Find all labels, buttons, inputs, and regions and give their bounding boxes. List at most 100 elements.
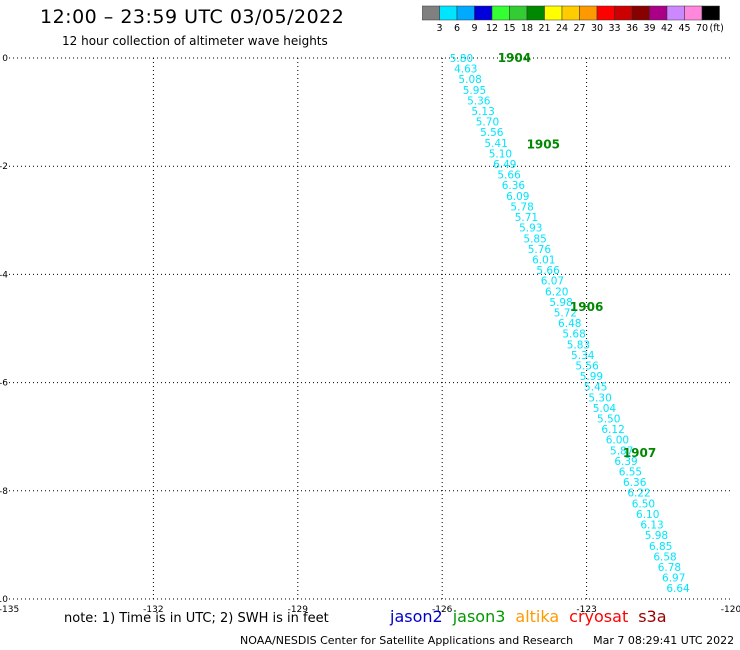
swh-value-label: 6.58 bbox=[653, 551, 676, 563]
x-tick-label: -126 bbox=[432, 605, 453, 615]
swh-value-label: 5.72 bbox=[554, 307, 577, 319]
colorbar-label: 18 bbox=[521, 23, 533, 34]
swh-value-label: 5.98 bbox=[645, 530, 668, 542]
swh-value-label: 6.55 bbox=[619, 467, 642, 479]
swh-value-label: 6.22 bbox=[627, 488, 650, 500]
swh-value-label: 5.76 bbox=[528, 244, 552, 256]
chart-title: 12:00 – 23:59 UTC 03/05/2022 bbox=[40, 6, 345, 28]
footer-org: NOAA/NESDIS Center for Satellite Applica… bbox=[240, 634, 574, 647]
swh-value-label: 5.08 bbox=[458, 74, 481, 86]
swh-value-label: 6.13 bbox=[640, 520, 663, 532]
footer-timestamp: Mar 7 08:29:41 UTC 2022 bbox=[593, 634, 735, 647]
swh-value-label: 6.85 bbox=[649, 541, 672, 553]
swh-value-label: 5.95 bbox=[463, 85, 486, 97]
colorbar-label: 33 bbox=[608, 23, 620, 34]
swh-value-label: 5.98 bbox=[549, 297, 572, 309]
swh-value-label: 5.10 bbox=[489, 148, 512, 160]
swh-value-label: 6.50 bbox=[632, 498, 655, 510]
swh-value-label: 5.50 bbox=[597, 414, 620, 426]
colorbar-label: 39 bbox=[643, 23, 655, 34]
swh-value-label: 5.83 bbox=[567, 339, 590, 351]
axis-tick-labels: -135 -132 -129 -126 -123 -120 0 -2 -4 -6 -8 -10 bbox=[0, 54, 740, 615]
colorbar-label: 3 bbox=[436, 23, 442, 34]
colorbar-swatch bbox=[701, 5, 720, 21]
swh-value-label: 5.66 bbox=[536, 265, 560, 277]
swh-value-label: 5.04 bbox=[593, 403, 617, 415]
swh-value-label: 5.30 bbox=[588, 392, 611, 404]
swh-labels: 5.804.635.085.955.365.135.705.565.415.10… bbox=[450, 53, 690, 595]
swh-value-label: 5.80 bbox=[450, 53, 473, 65]
colorbar-label: 70 bbox=[696, 23, 708, 34]
colorbar-label: 9 bbox=[471, 23, 477, 34]
swh-value-label: 6.10 bbox=[636, 509, 659, 521]
footer: NOAA/NESDIS Center for Satellite Applica… bbox=[240, 634, 734, 647]
y-tick-label: -4 bbox=[0, 270, 8, 280]
swh-value-label: 6.97 bbox=[662, 573, 685, 585]
swh-value-label: 6.39 bbox=[614, 456, 637, 468]
x-tick-label: -129 bbox=[288, 605, 309, 615]
swh-value-label: 5.13 bbox=[471, 106, 494, 118]
grid-lines bbox=[9, 57, 731, 600]
y-tick-label: -6 bbox=[0, 379, 8, 389]
swh-value-label: 5.87 bbox=[610, 445, 633, 457]
chart-subtitle: 12 hour collection of altimeter wave hei… bbox=[62, 34, 328, 48]
swh-value-label: 5.70 bbox=[476, 117, 499, 129]
colorbar-label: 24 bbox=[556, 23, 568, 34]
swh-value-label: 5.85 bbox=[523, 233, 546, 245]
x-tick-label: -135 bbox=[0, 605, 19, 615]
colorbar-label: 42 bbox=[661, 23, 673, 34]
colorbar-label: 6 bbox=[454, 23, 460, 34]
y-tick-label: -10 bbox=[0, 595, 8, 605]
colorbar-label: 30 bbox=[591, 23, 603, 34]
colorbar-label: 12 bbox=[486, 23, 498, 34]
swh-value-label: 6.01 bbox=[532, 254, 555, 266]
time-label: 1907 bbox=[623, 446, 656, 460]
swh-value-label: 5.99 bbox=[580, 371, 603, 383]
swh-value-label: 6.36 bbox=[502, 180, 526, 192]
time-label: 1906 bbox=[570, 300, 603, 314]
satellite-legend-jason2: jason2 bbox=[390, 607, 443, 626]
color-scale-legend: 3 6 9 12 15 18 21 24 27 30 33 36 39 42 45 70 (ft) bbox=[422, 5, 724, 34]
y-tick-label: 0 bbox=[2, 54, 8, 64]
swh-value-label: 6.49 bbox=[493, 159, 516, 171]
swh-value-label: 5.68 bbox=[562, 329, 585, 341]
swh-value-label: 5.34 bbox=[571, 350, 595, 362]
swh-value-label: 5.56 bbox=[575, 361, 599, 373]
satellite-legend-cryosat: cryosat bbox=[569, 607, 629, 626]
swh-value-label: 6.09 bbox=[506, 191, 529, 203]
swh-value-label: 5.78 bbox=[510, 201, 533, 213]
time-labels: 1904 1905 1906 1907 bbox=[498, 51, 657, 460]
x-tick-label: -132 bbox=[143, 605, 163, 615]
swh-value-label: 5.41 bbox=[484, 138, 507, 150]
satellite-legend-altika: altika bbox=[515, 607, 560, 626]
time-label: 1904 bbox=[498, 51, 531, 65]
satellite-legend-s3a: s3a bbox=[638, 607, 667, 626]
swh-value-label: 5.66 bbox=[497, 170, 521, 182]
swh-value-label: 6.48 bbox=[558, 318, 581, 330]
colorbar-label: 36 bbox=[626, 23, 638, 34]
swh-value-label: 6.00 bbox=[606, 435, 629, 447]
swh-value-label: 5.56 bbox=[480, 127, 504, 139]
colorbar-label: 21 bbox=[538, 23, 550, 34]
x-tick-label: -120 bbox=[721, 605, 740, 615]
colorbar-label: 15 bbox=[503, 23, 515, 34]
swh-value-label: 6.20 bbox=[545, 286, 568, 298]
satellite-legend-jason3: jason3 bbox=[452, 607, 506, 626]
y-tick-label: -8 bbox=[0, 487, 8, 497]
swh-value-label: 5.93 bbox=[519, 223, 542, 235]
swh-value-label: 4.63 bbox=[454, 64, 477, 76]
swh-value-label: 5.45 bbox=[584, 382, 607, 394]
swh-value-label: 6.64 bbox=[666, 583, 690, 595]
y-tick-label: -2 bbox=[0, 162, 8, 172]
colorbar-label: 27 bbox=[573, 23, 585, 34]
colorbar-unit: (ft) bbox=[710, 23, 724, 34]
swh-value-label: 5.71 bbox=[515, 212, 538, 224]
swh-value-label: 6.36 bbox=[623, 477, 647, 489]
time-label: 1905 bbox=[527, 138, 560, 152]
colorbar-label: 45 bbox=[678, 23, 690, 34]
x-tick-label: -123 bbox=[576, 605, 596, 615]
satellite-legend: jason2 jason3 altika cryosat s3a bbox=[390, 607, 677, 626]
note-text: note: 1) Time is in UTC; 2) SWH is in fe… bbox=[64, 611, 329, 626]
swh-value-label: 5.36 bbox=[467, 95, 491, 107]
